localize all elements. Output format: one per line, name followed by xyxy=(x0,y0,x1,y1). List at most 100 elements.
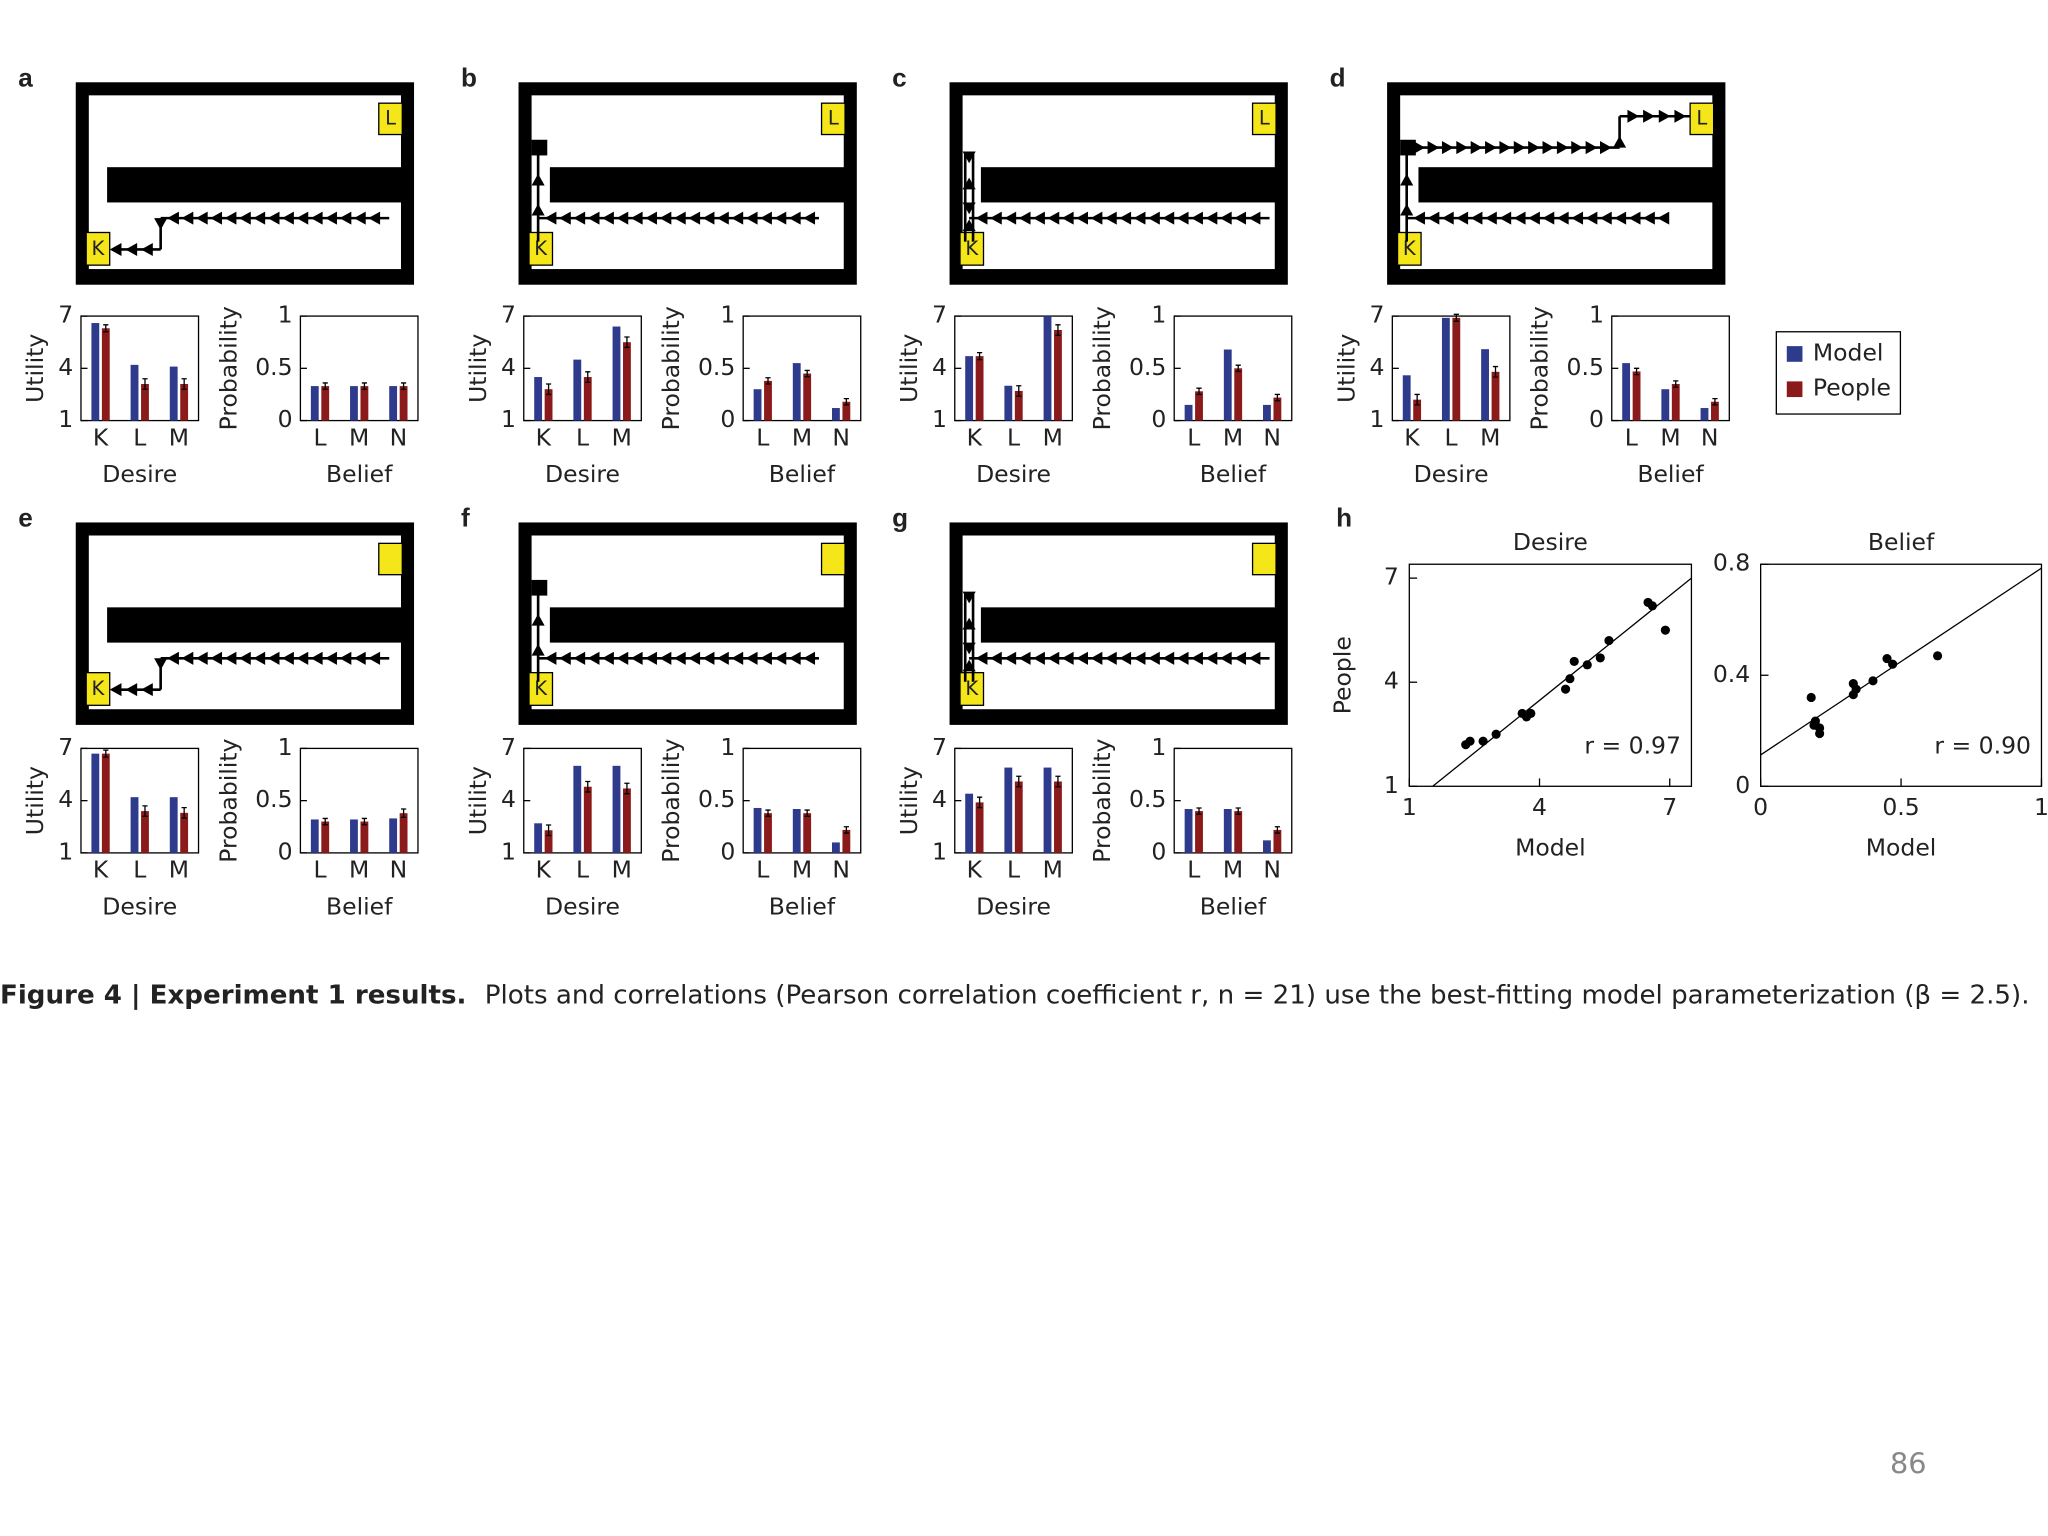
arrow xyxy=(962,177,976,190)
annotation: r = 0.97 xyxy=(1584,732,1681,760)
arrow xyxy=(962,617,976,630)
arrow xyxy=(1400,173,1414,186)
x-tick-label: M xyxy=(1223,423,1243,451)
arrow xyxy=(1162,651,1175,665)
arrow xyxy=(616,651,629,665)
arrow xyxy=(962,202,976,215)
y-tick-label: 0.5 xyxy=(1567,353,1604,381)
error-bar xyxy=(1235,364,1241,373)
bar xyxy=(1263,404,1271,421)
point xyxy=(1932,651,1943,661)
arrow xyxy=(1191,651,1203,665)
arrow xyxy=(282,211,294,225)
error-bar xyxy=(1274,826,1280,834)
y-tick-label: 7 xyxy=(1384,563,1399,591)
bar xyxy=(169,797,178,853)
maze-wall xyxy=(107,607,408,643)
bar xyxy=(1184,809,1193,853)
bar xyxy=(1195,811,1203,853)
arrow xyxy=(1528,141,1540,155)
y-axis-title: Probability xyxy=(657,306,685,430)
arrow xyxy=(1076,651,1088,665)
y-tick-label: 0 xyxy=(720,837,735,865)
bar xyxy=(534,377,543,421)
maze-wall xyxy=(531,139,548,156)
y-tick-label: 7 xyxy=(58,301,73,329)
bar xyxy=(141,811,149,853)
bar xyxy=(1004,385,1013,421)
x-axis-title: Desire xyxy=(976,460,1051,488)
bar xyxy=(1223,349,1232,421)
x-tick-label: 1 xyxy=(2034,793,2048,821)
x-tick-label: M xyxy=(1043,423,1063,451)
maze: K xyxy=(949,522,1288,725)
error-bar xyxy=(843,397,849,406)
y-tick-label: 1 xyxy=(58,405,73,433)
arrow xyxy=(659,651,672,665)
goal-box xyxy=(378,542,403,576)
arrow xyxy=(1427,141,1440,155)
x-tick-label: L xyxy=(1445,423,1458,451)
maze: K xyxy=(75,522,415,725)
x-tick-label: K xyxy=(93,856,109,884)
arrow xyxy=(616,211,629,225)
y-tick-label: 4 xyxy=(501,353,516,381)
arrow xyxy=(195,211,208,225)
goal-box xyxy=(85,231,111,266)
arrow xyxy=(1148,651,1160,665)
arrow xyxy=(224,651,237,665)
arrow xyxy=(368,211,381,225)
arrow xyxy=(1162,211,1175,225)
arrow xyxy=(962,151,976,164)
x-tick-label: M xyxy=(1043,856,1063,884)
bar xyxy=(180,812,189,853)
arrow xyxy=(267,651,280,665)
arrow xyxy=(975,211,988,225)
y-axis-title: Utility xyxy=(464,334,492,403)
bar xyxy=(753,807,762,853)
point xyxy=(1565,674,1575,684)
error-bar xyxy=(804,369,810,378)
x-tick-label: L xyxy=(576,856,589,884)
error-bar xyxy=(400,382,407,390)
arrow xyxy=(1542,141,1555,155)
maze-wall xyxy=(531,579,548,596)
x-tick-label: L xyxy=(1625,423,1638,451)
arrow xyxy=(267,211,280,225)
arrow xyxy=(573,211,586,225)
bar xyxy=(623,342,631,421)
arrow xyxy=(1033,211,1045,225)
arrow xyxy=(141,242,153,256)
panel-letter: c xyxy=(892,63,907,93)
y-axis-title: Utility xyxy=(1332,334,1360,403)
arrow xyxy=(803,651,816,665)
error-bar xyxy=(1235,807,1241,815)
goal-label: K xyxy=(92,237,106,260)
y-tick-label: 0.4 xyxy=(1713,660,1750,688)
y-axis-title: Utility xyxy=(895,766,923,835)
point xyxy=(1815,728,1825,739)
bar xyxy=(842,401,851,421)
chart-title: Desire xyxy=(1513,528,1588,556)
arrow xyxy=(1556,211,1569,225)
arrow xyxy=(325,211,337,225)
bar xyxy=(180,384,189,421)
bar xyxy=(842,829,851,853)
arrow xyxy=(181,211,194,225)
y-tick-label: 1 xyxy=(1151,301,1166,329)
x-tick-label: M xyxy=(792,856,812,884)
x-tick-label: N xyxy=(832,856,850,884)
y-tick-label: 0.5 xyxy=(1129,785,1166,813)
y-axis-title: Probability xyxy=(1526,306,1554,430)
x-axis-title: Desire xyxy=(545,892,620,920)
arrow xyxy=(788,651,801,665)
arrow xyxy=(1456,211,1469,225)
arrow xyxy=(154,658,168,671)
bar xyxy=(965,356,974,421)
goal-label: K xyxy=(534,677,548,700)
x-tick-label: L xyxy=(133,856,146,884)
arrow xyxy=(630,651,643,665)
arrow xyxy=(1413,141,1425,155)
error-bar xyxy=(361,817,368,826)
arrow xyxy=(1413,211,1425,225)
